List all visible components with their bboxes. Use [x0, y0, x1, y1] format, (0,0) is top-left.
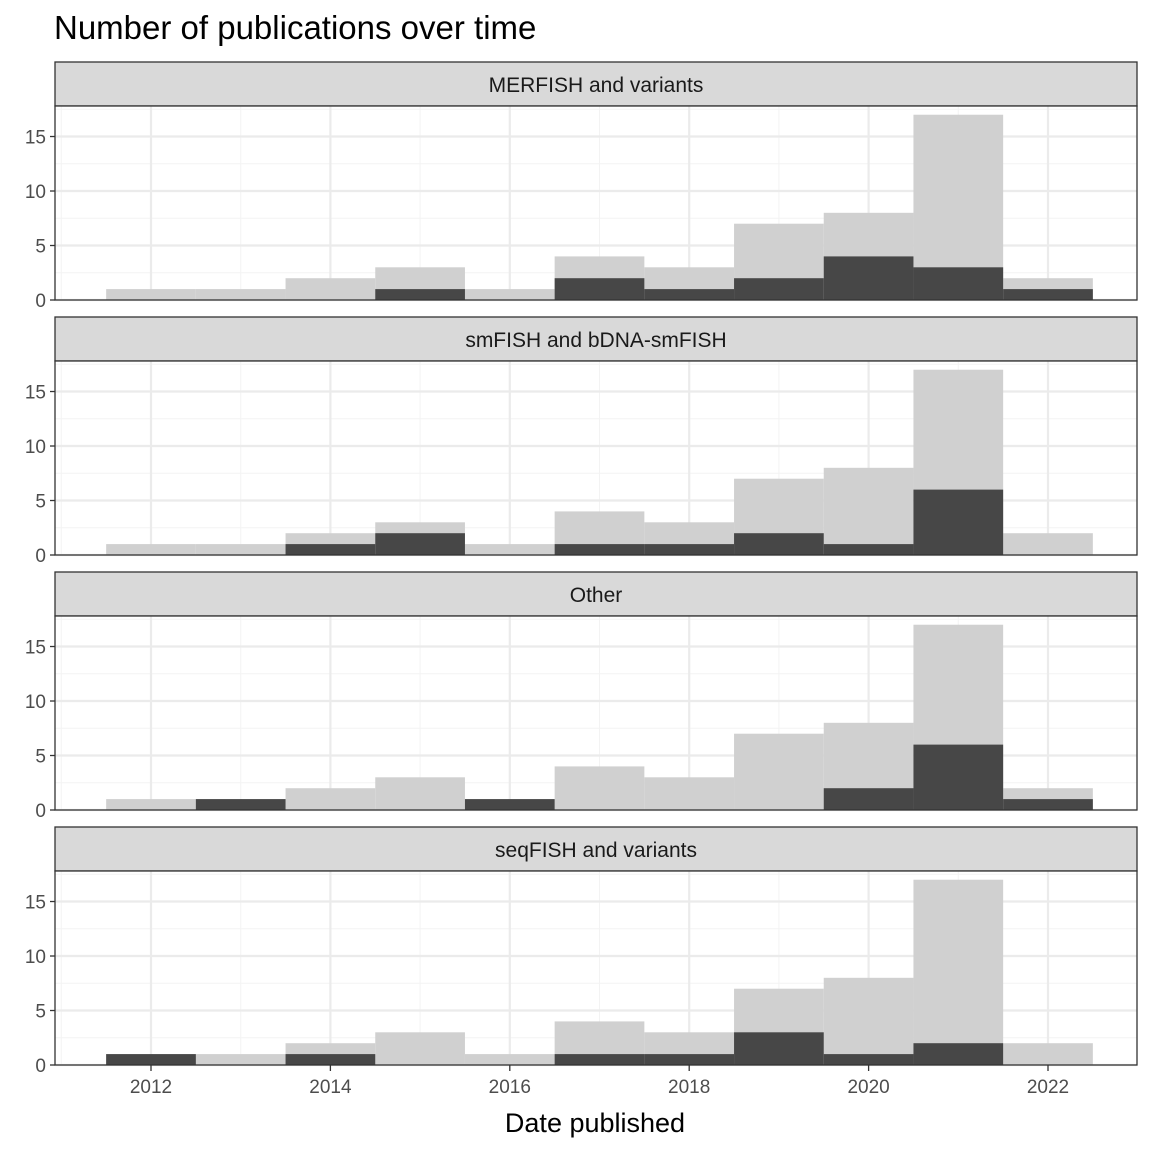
facet-strip-label: seqFISH and variants: [495, 839, 697, 862]
x-tick-label: 2012: [130, 1077, 172, 1098]
total-bar: [195, 544, 286, 555]
x-axis-label: Date published: [505, 1108, 685, 1138]
y-tick-label: 15: [25, 893, 46, 914]
total-bar: [375, 777, 465, 810]
facet-bar: [913, 1043, 1004, 1065]
y-tick-label: 5: [35, 492, 46, 513]
total-bar: [464, 289, 555, 300]
y-tick-label: 15: [25, 128, 46, 149]
facet-bar: [1003, 289, 1093, 300]
facet-bar: [734, 278, 824, 300]
facet-bar: [823, 788, 914, 810]
facet-panel: smFISH and bDNA-smFISH 0 5 10 15: [25, 316, 1138, 567]
facet-bar: [644, 544, 735, 555]
facet-bar: [464, 799, 555, 810]
total-bar: [464, 544, 555, 555]
x-tick-label: 2022: [1027, 1077, 1069, 1098]
facet-bar: [913, 744, 1004, 810]
facet-bar: [823, 544, 914, 555]
facet-bar: [285, 1054, 376, 1065]
total-bar: [554, 766, 645, 810]
y-tick-label: 5: [35, 237, 46, 258]
y-tick-label: 15: [25, 383, 46, 404]
total-bar: [1003, 1043, 1093, 1065]
facet-bar: [554, 544, 645, 555]
total-bar: [464, 1054, 555, 1065]
total-bar: [913, 879, 1004, 1065]
x-tick-label: 2020: [847, 1077, 889, 1098]
facet-strip: [54, 826, 1138, 872]
facet-strip-label: MERFISH and variants: [489, 74, 704, 97]
total-bar: [106, 289, 196, 300]
total-bar: [285, 278, 376, 300]
y-tick-label: 0: [35, 801, 46, 822]
x-tick-label: 2018: [668, 1077, 710, 1098]
facet-bar: [554, 278, 645, 300]
facet-bar: [285, 544, 376, 555]
facet-strip-label: Other: [570, 584, 623, 607]
y-tick-label: 5: [35, 1002, 46, 1023]
facet-bar: [554, 1054, 645, 1065]
facet-bar: [106, 1054, 196, 1065]
y-tick-label: 5: [35, 747, 46, 768]
facet-bar: [644, 1054, 735, 1065]
x-axis: 2012 2014 2016 2018 2020 2022: [130, 1065, 1069, 1098]
y-tick-label: 0: [35, 1056, 46, 1077]
y-tick-label: 0: [35, 291, 46, 312]
x-tick-label: 2014: [309, 1077, 352, 1098]
facet-panel: seqFISH and variants 0 5 10 15: [25, 826, 1138, 1077]
total-bar: [823, 977, 914, 1065]
y-tick-label: 10: [25, 947, 46, 968]
y-tick-label: 10: [25, 692, 46, 713]
facet-bar: [823, 1054, 914, 1065]
facet-bar: [375, 533, 465, 555]
total-bar: [195, 1054, 286, 1065]
chart-title: Number of publications over time: [54, 9, 536, 46]
panel-border: [54, 615, 1138, 811]
facet-panel: MERFISH and variants 0 5 10 15: [25, 61, 1138, 312]
facet-bar: [913, 489, 1004, 555]
facet-bar: [195, 799, 286, 810]
panel-border: [54, 360, 1138, 556]
facet-strip: [54, 61, 1138, 107]
facet-bar: [1003, 799, 1093, 810]
total-bar: [734, 733, 824, 810]
facet-strip: [54, 571, 1138, 617]
panel-border: [54, 870, 1138, 1066]
facet-bar: [823, 256, 914, 300]
y-tick-label: 0: [35, 546, 46, 567]
facet-bar: [734, 533, 824, 555]
total-bar: [1003, 533, 1093, 555]
total-bar: [375, 1032, 465, 1065]
total-bar: [823, 467, 914, 555]
total-bar: [285, 788, 376, 810]
total-bar: [106, 544, 196, 555]
y-tick-label: 15: [25, 638, 46, 659]
facet-bar: [734, 1032, 824, 1065]
y-tick-label: 10: [25, 437, 46, 458]
panel-border: [54, 105, 1138, 301]
facet-bar: [913, 267, 1004, 300]
facet-panel: Other 0 5 10 15: [25, 571, 1138, 822]
total-bar: [195, 289, 286, 300]
y-tick-label: 10: [25, 182, 46, 203]
x-tick-label: 2016: [489, 1077, 531, 1098]
facet-bar: [644, 289, 735, 300]
facet-strip: [54, 316, 1138, 362]
facet-bar: [375, 289, 465, 300]
facet-strip-label: smFISH and bDNA-smFISH: [465, 329, 726, 352]
total-bar: [644, 777, 735, 810]
total-bar: [106, 799, 196, 810]
